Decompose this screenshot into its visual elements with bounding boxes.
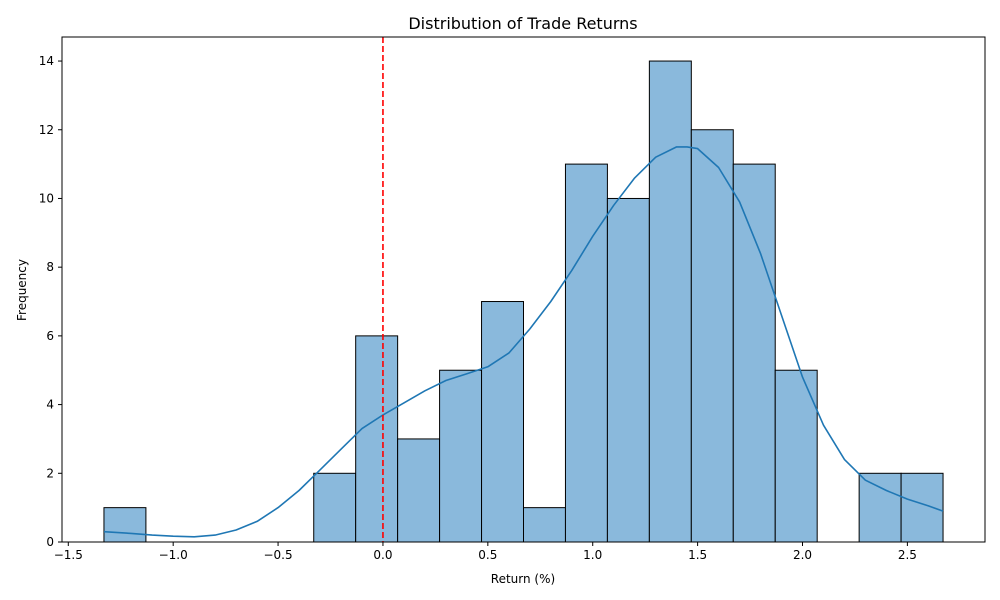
plot-border [61, 36, 986, 543]
y-tick-label: 12 [39, 123, 54, 137]
histogram-bar [774, 369, 818, 543]
x-tick-label: 2.0 [793, 548, 812, 562]
bars-group [103, 60, 944, 543]
histogram-bar [564, 163, 608, 543]
y-tick-label: 4 [46, 398, 54, 412]
x-tick-label: 1.0 [583, 548, 602, 562]
histogram-bar [648, 60, 692, 543]
x-tick-label: 2.5 [898, 548, 917, 562]
x-tick-label: −1.0 [159, 548, 188, 562]
histogram-bar [103, 507, 147, 543]
y-axis-ticks: 0 2 4 6 8 10 12 14 [39, 54, 62, 549]
x-tick-label: 1.5 [688, 548, 707, 562]
histogram-bar [858, 472, 902, 543]
histogram-bar [481, 301, 524, 543]
x-tick-label: −0.5 [263, 548, 292, 562]
y-tick-label: 14 [39, 54, 54, 68]
chart-title: Distribution of Trade Returns [408, 14, 637, 33]
kde-group [103, 146, 944, 538]
histogram-bar [439, 369, 483, 543]
x-axis-ticks: −1.5 −1.0 −0.5 0.0 0.5 1.0 1.5 2.0 2.5 [54, 542, 917, 562]
y-tick-label: 8 [46, 260, 54, 274]
x-axis-label: Return (%) [491, 572, 555, 586]
y-tick-label: 6 [46, 329, 54, 343]
histogram-bar [397, 438, 441, 543]
y-tick-label: 2 [46, 466, 54, 480]
x-tick-label: 0.5 [478, 548, 497, 562]
histogram-bar [690, 129, 734, 543]
y-axis-label: Frequency [15, 259, 29, 321]
histogram-bar [523, 507, 566, 543]
histogram-bar [900, 472, 944, 543]
histogram-bar [732, 163, 776, 543]
histogram-bar [355, 335, 399, 543]
histogram-bar [313, 472, 357, 543]
x-tick-label: −1.5 [54, 548, 83, 562]
histogram-bar [606, 197, 650, 543]
y-tick-label: 0 [46, 535, 54, 549]
x-tick-label: 0.0 [373, 548, 392, 562]
kde-curve [103, 146, 944, 538]
y-tick-label: 10 [39, 191, 54, 205]
axes-frame [61, 36, 986, 543]
